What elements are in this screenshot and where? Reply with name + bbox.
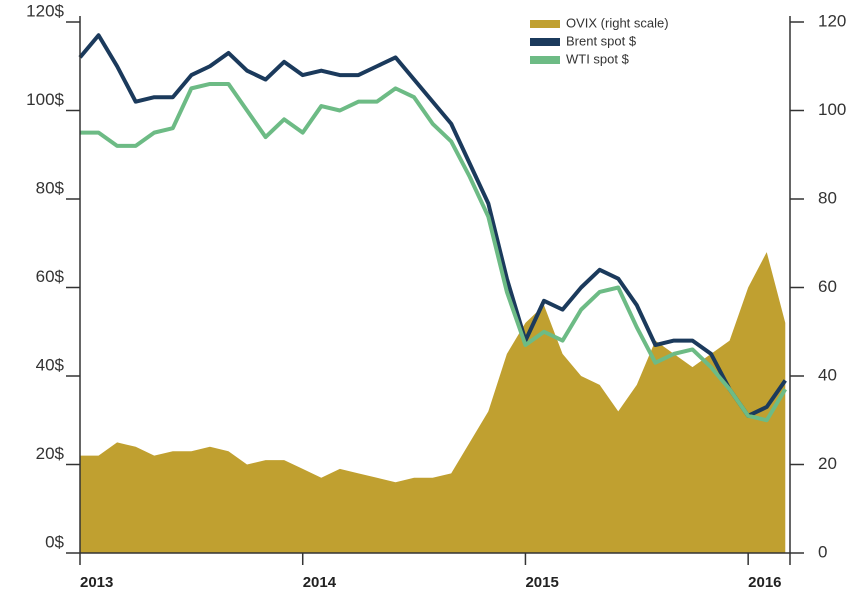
- y2-tick-label: 20: [818, 454, 837, 473]
- legend-label: OVIX (right scale): [566, 15, 669, 30]
- y-tick-label: 20$: [36, 444, 65, 463]
- x-tick-label: 2014: [303, 574, 337, 591]
- y2-tick-label: 120: [818, 11, 846, 30]
- legend-swatch: [530, 20, 560, 28]
- line: [80, 81, 787, 423]
- y2-tick-label: 0: [818, 542, 827, 561]
- x-tick-label: 2015: [525, 574, 558, 591]
- y-tick-label: 100$: [26, 90, 64, 109]
- legend-swatch: [530, 38, 560, 46]
- y-tick-label: 120$: [26, 1, 64, 20]
- legend-label: Brent spot $: [566, 33, 637, 48]
- x-tick-label: 2016: [748, 574, 781, 591]
- x-tick-label: 2013: [80, 574, 113, 591]
- legend-swatch: [530, 56, 560, 64]
- legend-label: WTI spot $: [566, 51, 630, 66]
- y-tick-label: 0$: [45, 532, 64, 551]
- y-tick-label: 40$: [36, 355, 65, 374]
- y2-tick-label: 40: [818, 365, 837, 384]
- y2-tick-label: 80: [818, 188, 837, 207]
- y2-tick-label: 60: [818, 277, 837, 296]
- y-tick-label: 80$: [36, 178, 65, 197]
- y2-tick-label: 100: [818, 100, 846, 119]
- y-tick-label: 60$: [36, 267, 65, 286]
- area: [80, 252, 786, 553]
- line: [78, 33, 787, 418]
